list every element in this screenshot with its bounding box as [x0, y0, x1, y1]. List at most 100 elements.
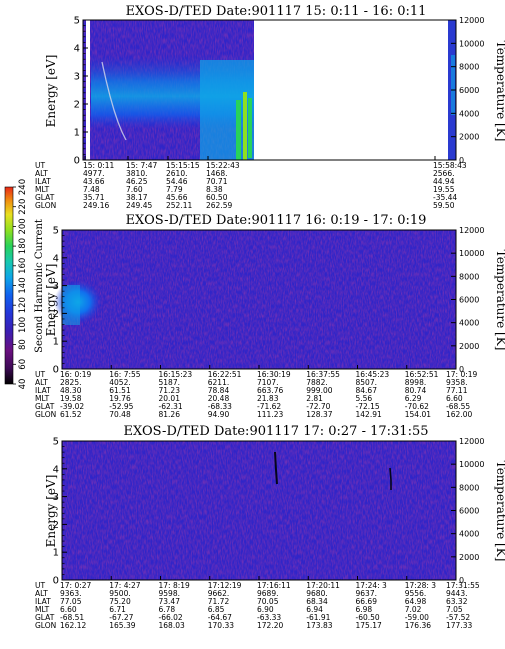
panel-2-ephem-value: 78.84 [208, 386, 230, 395]
panel-2-ephem-value: -72.15 [356, 402, 380, 411]
panel-3-ephem-value: -63.33 [257, 613, 281, 622]
panel-2-ephem-value: 154.01 [405, 410, 431, 419]
panel-2-ephem-value: 663.76 [257, 386, 283, 395]
panel-3-ephem-value: 7.02 [405, 605, 422, 614]
panel-2-y2tick-label: 8000 [459, 272, 479, 281]
panel-2-ytick-label: 2 [53, 309, 59, 320]
panel-3-ephem-value: 6.60 [60, 605, 77, 614]
panel-2-ephem-value: -68.55 [446, 402, 470, 411]
panel-3-ytick-label: 1 [53, 548, 59, 559]
colorbar-ticks: 40 60 80 100 120 140 160 180 200 220 240 [13, 179, 28, 390]
panel-2-ephem-value: 16:22:51 [208, 370, 242, 379]
panel-1-ephem-value: 7.48 [83, 185, 100, 194]
panel-1-ephem-value: 249.45 [126, 201, 152, 210]
panel-2-ephem-label: ALT [35, 378, 48, 387]
panel-1-hotspot-b [243, 92, 247, 160]
panel-1-ephem-value: 15:22:43 [206, 161, 240, 170]
panel-3-ephem-value: 9689. [257, 589, 278, 598]
panel-1-ephem-value: 46.25 [126, 177, 148, 186]
panel-3-heatmap [62, 441, 456, 580]
panel-3-streak-b [389, 467, 392, 490]
panel-1-end-strip-glow [451, 55, 455, 115]
colorbar-tick-label: 160 [18, 258, 28, 274]
panel-3-data-texture [62, 441, 456, 580]
panel-3-ytick-label: 5 [53, 437, 59, 448]
panel-3-ephem-value: 168.03 [159, 621, 185, 630]
colorbar: 40 60 80 100 120 140 160 180 200 220 240 Second Ha… [4, 179, 45, 390]
panel-1-hotspot-c [248, 98, 252, 158]
panel-2-ephem-label: UT [35, 370, 45, 379]
colorbar-tick-label: 120 [18, 297, 28, 313]
panel-3-y2tick-label: 8000 [459, 483, 479, 492]
panel-3-ephem-value: 177.33 [446, 621, 472, 630]
colorbar-tick-label: 220 [18, 199, 28, 215]
panel-3-ephem-value: 17: 4:27 [109, 581, 141, 590]
panel-2-ephem-value: -72.70 [306, 402, 330, 411]
colorbar-tick-label: 60 [18, 359, 28, 370]
panel-2-ephem-value: 16:52:51 [405, 370, 439, 379]
panel-1-ephem-value: 59.50 [433, 201, 455, 210]
panel-2-ephem-value: 81.26 [159, 410, 181, 419]
panel-1-ytick-label: 2 [74, 100, 80, 111]
colorbar-tick-label: 40 [18, 379, 28, 390]
panel-2-y2tick-label: 10000 [459, 249, 484, 258]
panel-3-ephem-value: 63.32 [446, 597, 468, 606]
panel-3-ephem-value: -64.67 [208, 613, 232, 622]
panel-3-ephem-value: 172.20 [257, 621, 283, 630]
panel-3-ephem-value: 9443. [446, 589, 467, 598]
panel-3-ephem-label: MLT [35, 605, 50, 614]
panel-2-ephem-value: 70.48 [109, 410, 131, 419]
panel-2-ephem-value: 7107. [257, 378, 278, 387]
panel-3-y2tick-label: 6000 [459, 507, 479, 516]
panel-2-data-texture [62, 230, 456, 369]
panel-3-ephem-value: 6.90 [257, 605, 274, 614]
panel-1-ephem-value: 35.71 [83, 193, 105, 202]
panel-3-ytick-label: 4 [53, 464, 59, 475]
panel-3-ephem-value: 75.20 [109, 597, 131, 606]
panel-3-ephem-value: 6.85 [208, 605, 225, 614]
panel-2-y2tick-label: 12000 [459, 226, 484, 235]
panel-2-ephem-label: MLT [35, 394, 50, 403]
panel-2-ephem-value: 20.48 [208, 394, 230, 403]
panel-1-ephem-value: 262.59 [206, 201, 232, 210]
panel-2-ephem-value: 17: 0:19 [446, 370, 478, 379]
panel-2-ephem-value: 16:45:23 [356, 370, 390, 379]
panel-3-axes: 0 1 2 3 4 5 0 2000 4000 6000 8000 10000 12000 [53, 437, 485, 587]
panel-1-y2tick-label: 8000 [459, 63, 479, 72]
panel-2-ytick-label: 3 [53, 281, 59, 292]
panel-3-ephem-value: 9556. [405, 589, 426, 598]
panel-3-y2label: Temperature [K] [494, 461, 505, 562]
panel-3-ephem-label: ALT [35, 589, 48, 598]
panel-2-ephem-value: 20.01 [159, 394, 181, 403]
panel-1-ephem-value: 1468. [206, 169, 227, 178]
panel-1-ephem-value: 45.66 [166, 193, 188, 202]
panel-3-ephem-value: 9363. [60, 589, 81, 598]
panel-3-ephem-value: 68.34 [306, 597, 328, 606]
panel-2-axes: 0 1 2 3 4 5 0 2000 4000 6000 8000 10000 12000 [53, 226, 485, 376]
panel-1-ephem-value: 249.16 [83, 201, 109, 210]
panel-1-axes: 0 1 2 3 4 5 0 2000 4000 6000 8000 10000 12000 [74, 16, 485, 167]
panel-1-ephem-label: ALT [35, 169, 48, 178]
panel-1-ephem-value: 4977. [83, 169, 104, 178]
panel-3-ephem-value: -60.50 [356, 613, 380, 622]
panel-2-ephem-value: -68.33 [208, 402, 232, 411]
panel-1-ytick-label: 0 [74, 156, 80, 167]
panel-3-y2tick-label: 4000 [459, 530, 479, 539]
panel-3-ytick-label: 2 [53, 520, 59, 531]
panel-2-ephem-value: 128.37 [306, 410, 332, 419]
panel-2-ephem-value: 19.58 [60, 394, 82, 403]
panel-1-ephem-value: 15:58:43 [433, 161, 467, 170]
panel-3-ephem-value: -67.27 [109, 613, 133, 622]
panel-3-ephem-value: -57.52 [446, 613, 470, 622]
panel-2-ephem-value: 84.67 [356, 386, 378, 395]
panel-1-trace [101, 61, 127, 141]
panel-1-ytick-label: 5 [74, 16, 80, 27]
panel-2-ephem-value: 8998. [405, 378, 426, 387]
panel-3-ephem-value: 175.17 [356, 621, 382, 630]
panel-2-ephem-value: 19.76 [109, 394, 131, 403]
panel-3-ephem-value: 17:12:19 [208, 581, 242, 590]
panel-2-y2tick-label: 2000 [459, 342, 479, 351]
panel-3-ephem-value: 9637. [356, 589, 377, 598]
